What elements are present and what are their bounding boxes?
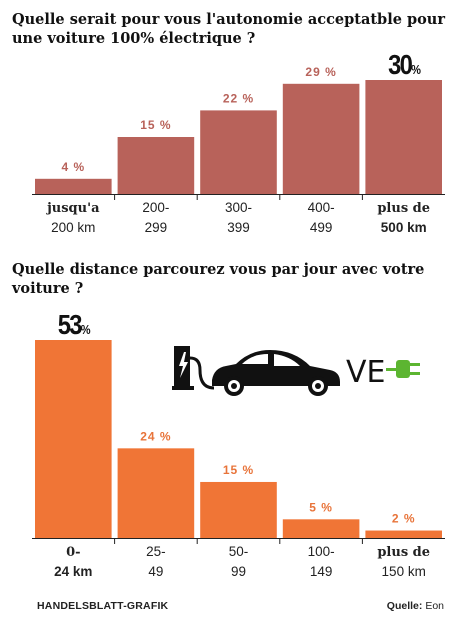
chart2-bar-4	[365, 530, 442, 538]
chart1-bar-4	[365, 80, 442, 194]
ev-charging-logo: VE	[172, 346, 420, 396]
chart1-value-label-4: 30%	[388, 48, 421, 80]
chart1-bar-1	[117, 137, 195, 194]
chart1-value-label-3: 29 %	[305, 65, 336, 79]
chart2-bar-3	[282, 519, 360, 538]
footer-credit: HANDELSBLATT-GRAFIK	[37, 600, 169, 612]
source-label: Quelle:	[386, 600, 423, 612]
chart2-value-label-0: 53%	[58, 308, 91, 340]
chart1-category-bottom-4: 500 km	[381, 220, 427, 235]
chart-2-title: Quelle distance parcourez vous par jour …	[12, 261, 425, 297]
ve-logo-text: VE	[346, 355, 385, 390]
range-chart: 4 % jusqu'a 200 km 15 % 200- 299 22 % 300- 399 29…	[32, 48, 445, 235]
chart2-category-top-1: 25-	[146, 544, 166, 559]
chart2-category-bottom-1: 49	[148, 564, 163, 579]
chart1-value-label-2: 22 %	[223, 91, 254, 105]
chart2-bar-0	[35, 340, 112, 538]
chart2-category-top-0: 0-	[66, 545, 80, 560]
chart-1-title: Quelle serait pour vous l'autonomie acce…	[12, 11, 445, 47]
chart1-category-bottom-2: 399	[227, 220, 250, 235]
chart1-category-bottom-1: 299	[145, 220, 168, 235]
footer-source: Quelle: Eon	[387, 600, 444, 612]
chart1-bar-0	[35, 178, 112, 194]
charging-station-icon	[172, 346, 215, 390]
chart2-value-label-2: 15 %	[223, 463, 254, 477]
source-value: Eon	[425, 600, 444, 612]
chart2-value-label-3: 5 %	[309, 500, 333, 514]
chart1-value-label-1: 15 %	[140, 118, 171, 132]
chart1-bar-3	[282, 83, 360, 194]
chart2-category-bottom-0: 24 km	[54, 564, 92, 579]
chart2-category-top-2: 50-	[229, 544, 249, 559]
chart1-category-bottom-0: 200 km	[51, 220, 95, 235]
chart2-category-bottom-3: 149	[310, 564, 333, 579]
chart1-category-top-1: 200-	[142, 200, 169, 215]
chart2-bar-1	[117, 448, 195, 538]
car-icon	[212, 350, 340, 396]
chart2-category-top-4: plus de	[377, 545, 430, 560]
chart1-category-top-4: plus de	[377, 201, 430, 216]
chart1-bar-2	[200, 110, 277, 194]
chart2-category-top-3: 100-	[308, 544, 335, 559]
chart1-category-top-2: 300-	[225, 200, 252, 215]
chart2-value-label-1: 24 %	[140, 429, 171, 443]
distance-chart: 53% 0- 24 km 24 % 25- 49 15 % 50- 99 5 % 100- 149 2 …	[32, 308, 445, 579]
chart2-bar-2	[200, 481, 277, 538]
chart2-category-bottom-2: 99	[231, 564, 246, 579]
chart1-category-top-0: jusqu'a	[46, 201, 100, 216]
chart2-category-bottom-4: 150 km	[382, 564, 426, 579]
chart1-value-label-0: 4 %	[61, 160, 85, 174]
chart1-category-top-3: 400-	[308, 200, 335, 215]
chart2-value-label-4: 2 %	[392, 512, 416, 526]
plug-icon	[386, 360, 420, 378]
chart1-category-bottom-3: 499	[310, 220, 333, 235]
